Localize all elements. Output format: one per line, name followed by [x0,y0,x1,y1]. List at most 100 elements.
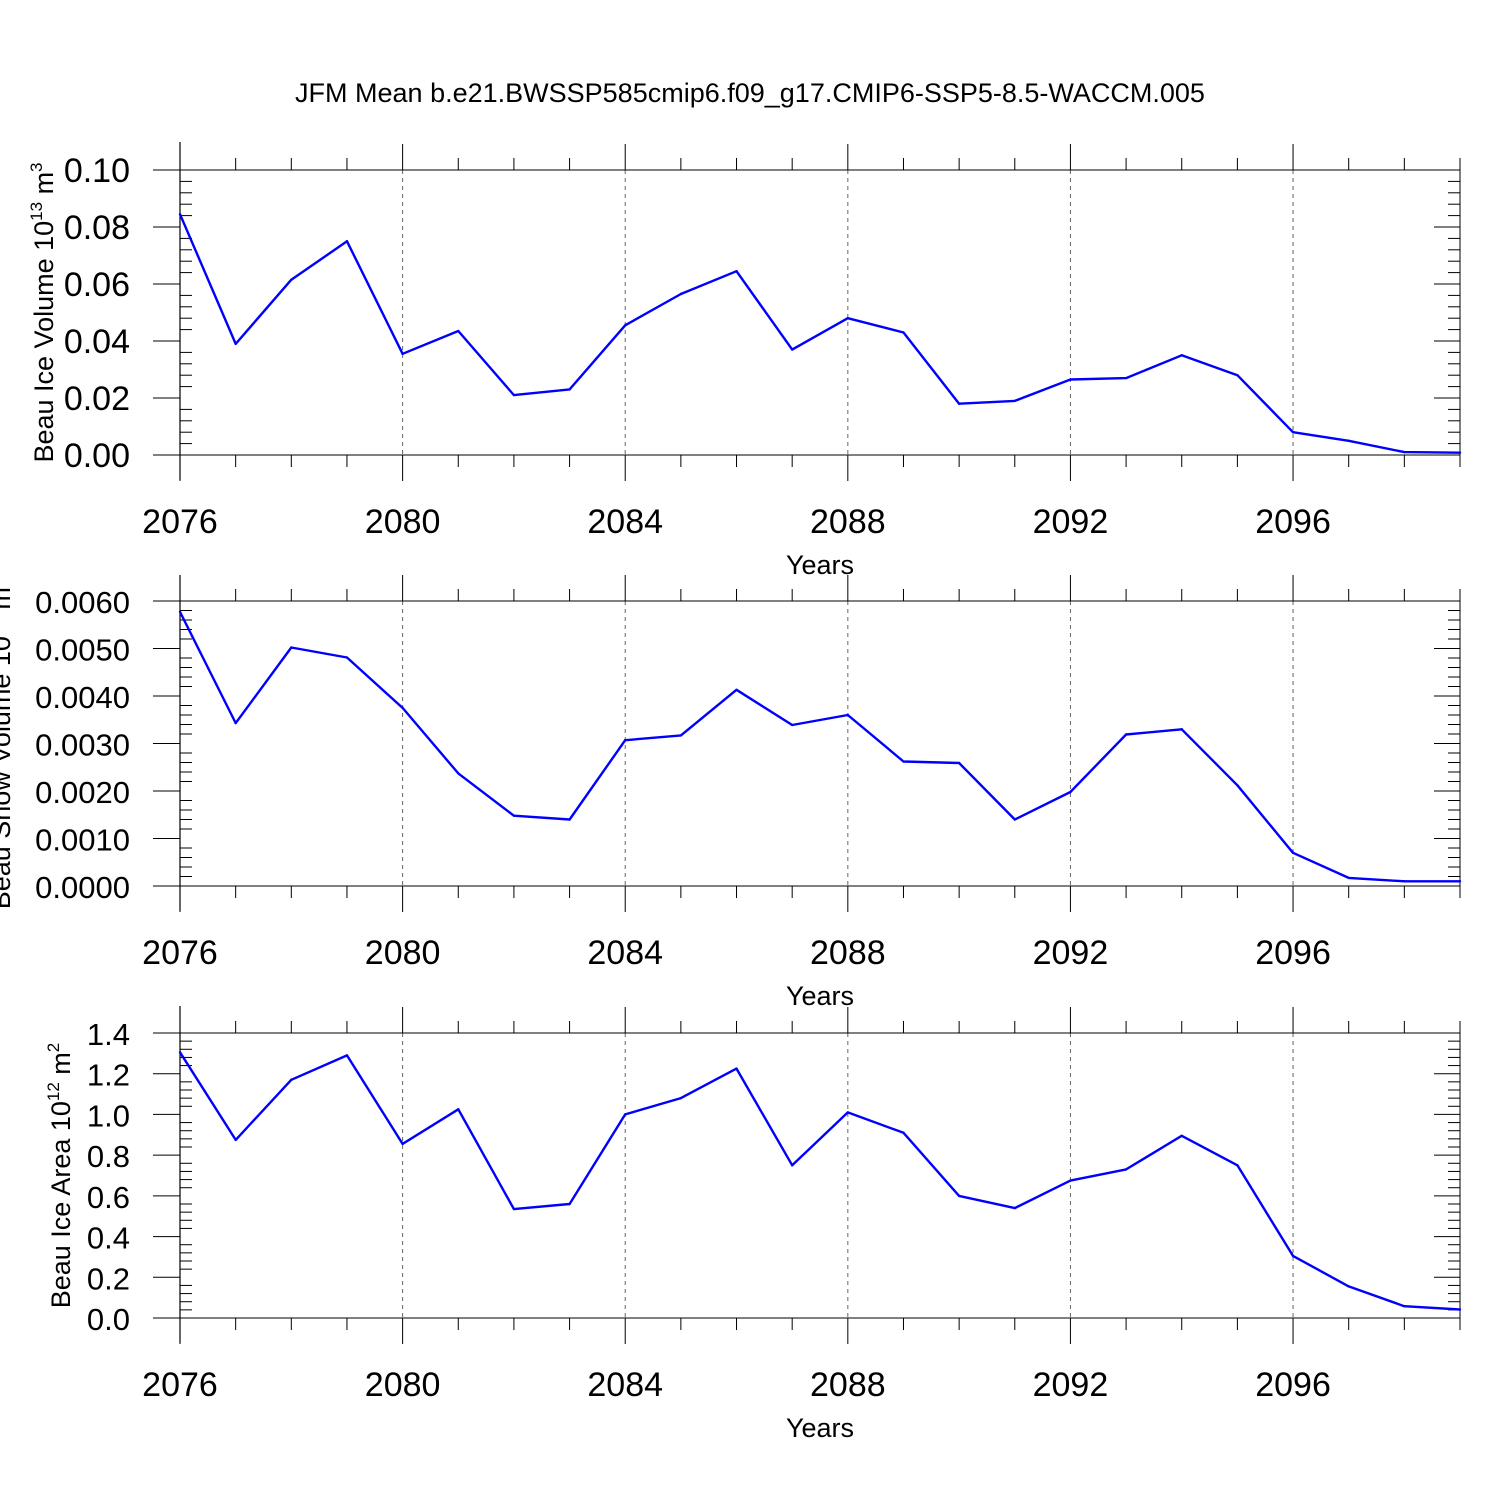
y-axis-label-unit-exponent: 2 [44,1043,63,1052]
data-point [1291,1254,1295,1258]
data-point [290,1078,293,1082]
y-axis-label-unit: m [46,1052,76,1082]
data-point [1403,450,1406,454]
data-point [846,317,850,320]
data-point [790,348,794,351]
y-tick-label: 0.0020 [35,775,130,810]
x-tick-label: 2096 [1255,934,1331,972]
x-tick-label: 2092 [1033,1366,1109,1404]
y-tick-label: 0.6 [87,1180,130,1215]
x-tick-label: 2088 [810,503,886,541]
data-point [1013,818,1016,821]
data-point [234,721,237,725]
y-axis-label: Beau Snow Volume 1013 m3 [0,578,16,910]
data-point [1347,876,1350,880]
y-axis-label-exponent: 13 [27,202,46,221]
data-point [1458,451,1462,454]
y-tick-label: 0.08 [64,209,130,247]
y-tick-label: 0.0030 [35,728,130,763]
data-point [1347,439,1350,442]
data-point [735,688,738,692]
data-point [512,393,516,397]
data-point [902,1131,905,1134]
data-point [457,329,460,333]
figure-title: JFM Mean b.e21.BWSSP585cmip6.f09_g17.CMI… [295,78,1205,108]
y-tick-label: 0.06 [64,266,130,304]
x-tick-label: 2084 [587,934,663,972]
x-tick-label: 2080 [365,503,441,541]
series-line [178,213,1461,454]
y-axis-label-text: Beau Ice Volume 10 [29,221,59,463]
data-point [846,1111,850,1114]
y-axis-label-unit: m [0,587,16,617]
data-point [1069,378,1072,381]
x-axis-label: Years [786,981,854,1011]
data-point [512,814,516,817]
data-point [345,1054,349,1057]
data-point [178,610,182,614]
y-tick-label: 0.0060 [35,585,130,620]
data-point [846,713,850,717]
x-tick-label: 2096 [1255,1366,1331,1404]
y-axis-label-text: Beau Snow Volume 10 [0,636,16,909]
data-point [568,1202,571,1206]
y-tick-label: 0.2 [87,1261,130,1296]
x-axis-label: Years [786,550,854,580]
data-point [1013,399,1016,403]
data-point [1291,851,1295,854]
y-axis-label-unit-exponent: 3 [0,578,3,587]
data-point [735,1067,738,1070]
data-point [624,738,627,742]
data-point [568,388,571,391]
data-point [178,212,182,216]
y-tick-label: 0.8 [87,1139,130,1174]
data-point [1069,790,1072,794]
data-point [345,656,349,659]
y-axis-label-exponent: 13 [0,617,3,636]
x-tick-label: 2084 [587,1366,663,1404]
data-point [957,1194,961,1198]
data-point [512,1207,516,1211]
data-point [1013,1206,1016,1210]
y-tick-label: 0.0000 [35,870,130,905]
x-tick-label: 2092 [1033,503,1109,541]
data-point [679,292,683,296]
data-point [1403,1304,1406,1308]
y-tick-label: 0.10 [64,152,130,190]
data-point [234,342,237,346]
data-point [290,278,293,281]
panel-1: 0.00 0.02 0.04 0.06 0.08 0.10 2076 2080 2084 2088… [27,142,1462,580]
y-tick-label: 1.0 [87,1098,130,1133]
y-tick-label: 0.0040 [35,680,130,715]
y-axis-label: Beau Ice Volume 1013 m3 [27,162,59,462]
data-point [1180,728,1183,731]
data-point [568,818,571,821]
data-point [902,331,905,334]
series-line [178,1051,1461,1311]
data-point [1069,1179,1072,1182]
data-point [1403,880,1406,883]
data-point [234,1138,237,1142]
data-point [1124,376,1128,380]
data-point [957,761,961,765]
y-tick-label: 0.4 [87,1221,130,1256]
y-tick-label: 0.0 [87,1302,130,1337]
data-point [1291,431,1295,434]
x-tick-label: 2080 [365,934,441,972]
x-axis-label: Years [786,1413,854,1443]
y-axis-label: Beau Ice Area 1012 m2 [44,1043,76,1309]
data-point [902,760,905,763]
data-point [624,324,627,327]
data-point [679,1096,683,1100]
x-tick-label: 2092 [1033,934,1109,972]
y-tick-label: 1.2 [87,1058,130,1093]
y-tick-label: 0.02 [64,380,130,418]
y-axis-label-text: Beau Ice Area 10 [46,1101,76,1308]
data-point [790,723,794,727]
data-point [679,734,683,737]
data-point [457,772,460,775]
x-tick-label: 2080 [365,1366,441,1404]
y-tick-label: 0.0050 [35,633,130,668]
